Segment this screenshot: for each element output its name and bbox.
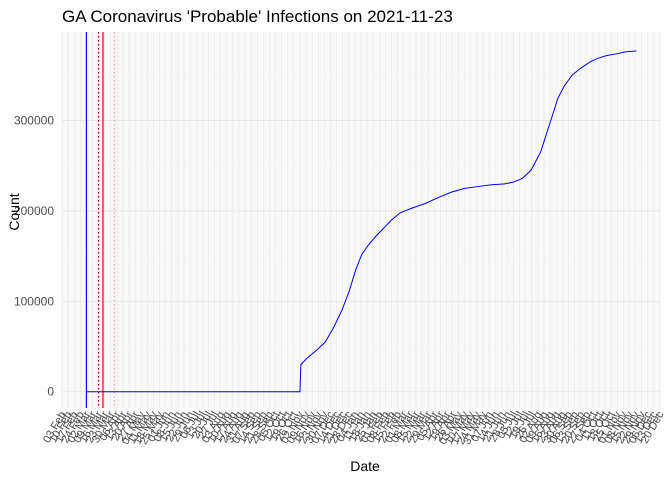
series-line	[86, 50, 637, 393]
y-axis-label: Count	[6, 193, 22, 230]
y-axis: 0 100000 200000 300000	[14, 114, 54, 399]
grid	[61, 32, 661, 408]
y-tick-label: 0	[47, 385, 54, 399]
y-tick-label: 200000	[14, 204, 54, 218]
series-layer	[86, 50, 637, 393]
y-tick-label: 100000	[14, 294, 54, 308]
chart-title: GA Coronavirus 'Probable' Infections on …	[62, 7, 453, 26]
x-axis-label: Date	[350, 458, 380, 474]
reference-lines	[85, 32, 115, 408]
y-tick-label: 300000	[14, 114, 54, 128]
